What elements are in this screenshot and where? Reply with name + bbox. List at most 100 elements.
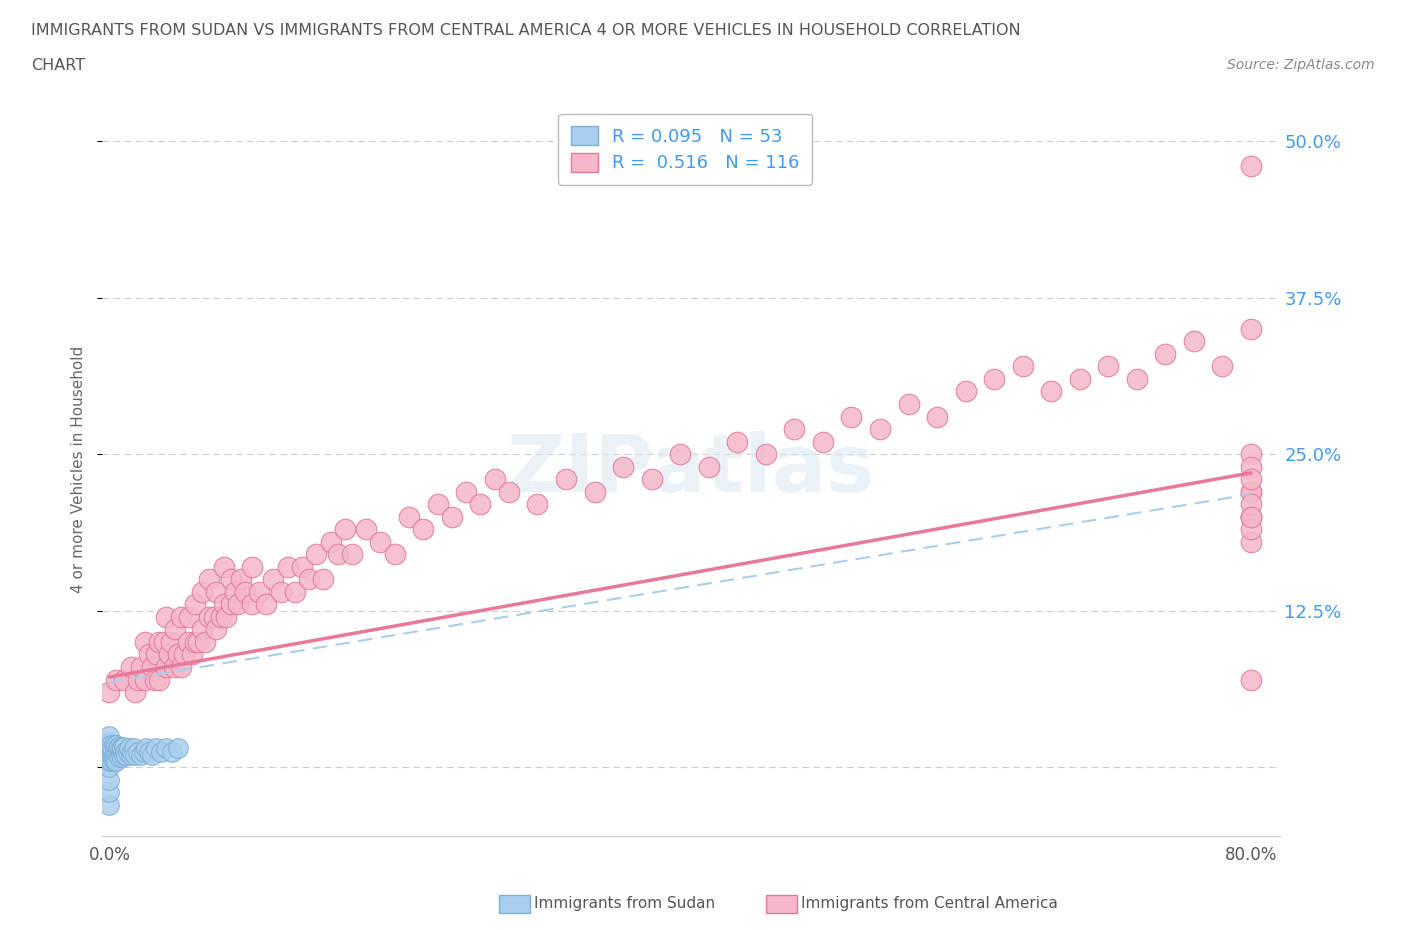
Point: [162, 659, 184, 674]
Point: [811, 434, 834, 449]
Point: [212, 597, 235, 612]
Point: [152, 634, 174, 649]
Point: [124, 748, 146, 763]
Point: [98, 684, 121, 699]
Point: [110, 748, 132, 763]
Legend: R = 0.095   N = 53, R =  0.516   N = 116: R = 0.095 N = 53, R = 0.516 N = 116: [558, 113, 813, 185]
Point: [983, 371, 1005, 386]
Point: [166, 741, 188, 756]
Point: [583, 485, 606, 499]
Point: [111, 750, 134, 764]
Point: [129, 748, 152, 763]
Point: [1240, 459, 1263, 474]
Point: [118, 741, 141, 756]
Point: [205, 622, 228, 637]
Point: [100, 748, 122, 763]
Point: [1240, 510, 1263, 525]
Point: [202, 609, 225, 624]
Point: [783, 421, 806, 436]
Point: [1011, 359, 1033, 374]
Point: [105, 753, 128, 768]
Point: [105, 737, 128, 752]
Point: [326, 547, 349, 562]
Point: [212, 559, 235, 574]
Point: [333, 522, 356, 537]
Point: [170, 609, 193, 624]
Point: [108, 750, 131, 764]
Point: [555, 472, 578, 486]
Point: [179, 609, 201, 624]
Point: [233, 584, 256, 599]
Point: [105, 672, 128, 687]
Point: [100, 753, 122, 768]
Point: [198, 609, 221, 624]
Point: [103, 737, 125, 752]
Point: [98, 728, 121, 743]
Point: [187, 634, 209, 649]
Point: [312, 572, 335, 587]
Text: Immigrants from Sudan: Immigrants from Sudan: [534, 897, 716, 911]
Point: [112, 739, 135, 754]
Point: [669, 446, 692, 461]
Point: [104, 741, 127, 756]
Point: [640, 472, 662, 486]
Point: [101, 750, 124, 764]
Point: [117, 745, 139, 760]
Point: [145, 741, 167, 756]
Point: [470, 497, 492, 512]
Point: [110, 741, 132, 756]
Point: [184, 634, 207, 649]
Point: [98, 753, 121, 768]
Point: [370, 535, 392, 550]
Point: [1240, 322, 1263, 337]
Text: ZIPatlas: ZIPatlas: [506, 431, 875, 509]
Point: [1240, 485, 1263, 499]
Point: [1240, 535, 1263, 550]
Point: [340, 547, 363, 562]
Point: [111, 741, 134, 756]
Point: [127, 672, 149, 687]
Point: [103, 753, 125, 768]
Point: [526, 497, 548, 512]
Point: [177, 634, 200, 649]
Point: [141, 659, 163, 674]
Point: [955, 384, 977, 399]
Point: [101, 741, 124, 756]
Point: [107, 748, 129, 763]
Point: [127, 745, 149, 760]
Point: [98, 760, 121, 775]
Point: [98, 735, 121, 750]
Point: [149, 745, 172, 760]
Point: [98, 772, 121, 787]
Point: [869, 421, 891, 436]
Point: [155, 609, 177, 624]
Point: [157, 647, 180, 662]
Point: [1240, 472, 1263, 486]
Point: [1182, 334, 1205, 349]
Point: [1240, 485, 1263, 499]
Point: [114, 745, 136, 760]
Point: [155, 741, 177, 756]
Point: [107, 739, 129, 754]
Point: [755, 446, 778, 461]
Point: [166, 647, 188, 662]
Point: [181, 647, 204, 662]
Point: [1240, 672, 1263, 687]
Point: [1154, 347, 1177, 362]
Point: [105, 745, 128, 760]
Point: [456, 485, 478, 499]
Point: [141, 748, 163, 763]
Point: [155, 659, 177, 674]
Point: [240, 559, 263, 574]
Point: [191, 584, 214, 599]
Point: [160, 745, 183, 760]
Point: [108, 739, 131, 754]
Point: [1069, 371, 1091, 386]
Point: [219, 597, 242, 612]
Point: [112, 748, 135, 763]
Point: [98, 737, 121, 752]
Point: [135, 741, 157, 756]
Point: [98, 785, 121, 800]
Point: [138, 745, 160, 760]
Point: [247, 584, 270, 599]
